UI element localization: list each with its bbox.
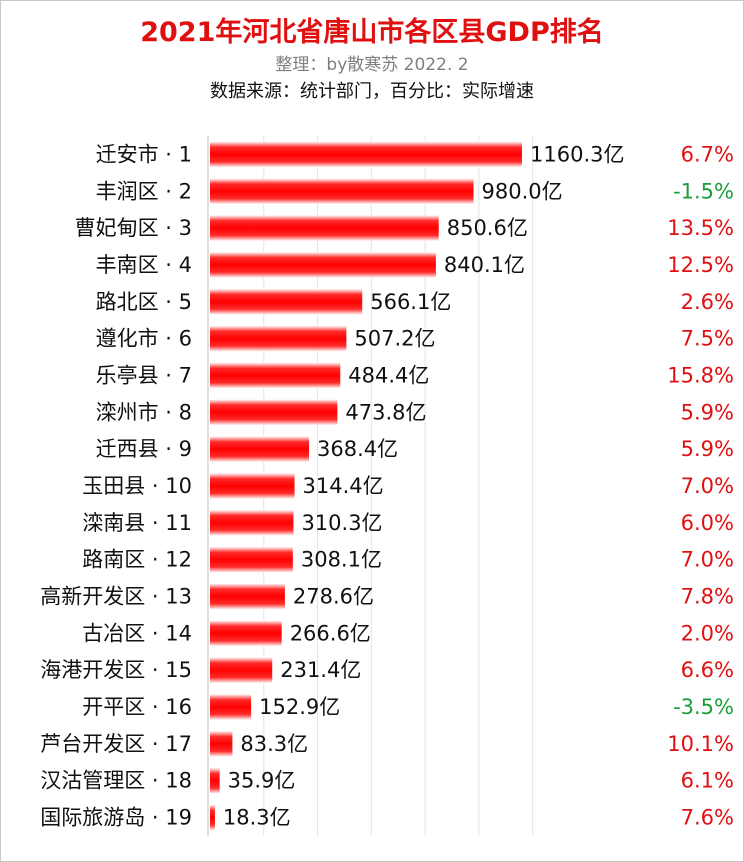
category-label: 乐亭县 · 7: [96, 363, 192, 387]
bar: [210, 767, 220, 794]
category-label: 玉田县 · 10: [82, 474, 192, 498]
growth-label: 7.5%: [681, 327, 734, 351]
value-label: 484.4亿: [348, 363, 429, 387]
growth-label: 6.1%: [681, 769, 734, 793]
bar: [210, 804, 215, 831]
growth-label: 5.9%: [681, 437, 734, 461]
bar: [210, 399, 338, 426]
category-label: 芦台开发区 · 17: [40, 732, 192, 756]
growth-label: 12.5%: [667, 253, 734, 277]
growth-label: 5.9%: [681, 400, 734, 424]
bar: [210, 694, 252, 721]
category-label: 高新开发区 · 13: [40, 585, 192, 609]
category-label: 曹妃甸区 · 3: [75, 216, 192, 240]
data-source-note: 数据来源：统计部门，百分比：实际增速: [210, 81, 534, 102]
bar: [210, 657, 273, 684]
bars: [210, 141, 522, 831]
category-label: 海港开发区 · 15: [40, 658, 192, 682]
growth-label: 2.6%: [681, 290, 734, 314]
value-label: 83.3亿: [240, 732, 308, 756]
growth-label: 10.1%: [667, 732, 734, 756]
category-label: 路南区 · 12: [82, 548, 192, 572]
value-label: 278.6亿: [293, 585, 374, 609]
bar: [210, 436, 310, 463]
growth-label: 7.0%: [681, 548, 734, 572]
growth-label: 7.6%: [681, 806, 734, 830]
value-label: 310.3亿: [301, 511, 382, 535]
labels: 迁安市 · 1 1160.3亿 6.7% 丰润区 · 2 980.0亿 -1.5% 曹妃甸区…: [40, 142, 734, 829]
bar: [210, 288, 363, 315]
category-label: 遵化市 · 6: [96, 327, 192, 351]
bar: [210, 325, 347, 352]
category-label: 汉沽管理区 · 18: [40, 769, 192, 793]
value-label: 368.4亿: [317, 437, 398, 461]
category-label: 丰润区 · 2: [96, 179, 192, 203]
value-label: 840.1亿: [444, 253, 525, 277]
bar: [210, 362, 341, 389]
chart-subtitle: 整理：by散寒苏 2022. 2: [275, 55, 469, 75]
growth-label: 2.0%: [681, 621, 734, 645]
bar: [210, 583, 285, 610]
value-label: 18.3亿: [223, 806, 291, 830]
category-label: 路北区 · 5: [96, 290, 192, 314]
growth-label: 15.8%: [667, 363, 734, 387]
value-label: 566.1亿: [370, 290, 451, 314]
category-label: 滦州市 · 8: [96, 400, 192, 424]
value-label: 231.4亿: [280, 658, 361, 682]
category-label: 国际旅游岛 · 19: [40, 806, 192, 830]
bar: [210, 215, 439, 242]
bar: [210, 251, 436, 278]
chart-title: 2021年河北省唐山市各区县GDP排名: [140, 17, 604, 48]
bar: [210, 473, 295, 499]
growth-label: 13.5%: [667, 216, 734, 240]
bar: [210, 141, 522, 168]
category-label: 滦南县 · 11: [82, 511, 192, 535]
bar: [210, 546, 293, 573]
growth-label: 6.0%: [681, 511, 734, 535]
value-label: 980.0亿: [482, 179, 563, 203]
growth-label: 6.7%: [681, 142, 734, 166]
value-label: 152.9亿: [259, 695, 340, 719]
growth-label: 7.0%: [681, 474, 734, 498]
value-label: 850.6亿: [447, 216, 528, 240]
category-label: 丰南区 · 4: [96, 253, 192, 277]
value-label: 507.2亿: [354, 327, 435, 351]
category-label: 古冶区 · 14: [82, 621, 192, 645]
bar: [210, 620, 282, 647]
value-label: 35.9亿: [228, 769, 296, 793]
value-label: 308.1亿: [301, 548, 382, 572]
bar: [210, 178, 474, 205]
category-label: 迁西县 · 9: [96, 437, 192, 461]
growth-label: 6.6%: [681, 658, 734, 682]
growth-label: -1.5%: [673, 179, 734, 203]
value-label: 314.4亿: [303, 474, 384, 498]
category-label: 迁安市 · 1: [96, 142, 192, 166]
value-label: 473.8亿: [345, 400, 426, 424]
value-label: 1160.3亿: [530, 142, 624, 166]
category-label: 开平区 · 16: [82, 695, 192, 719]
value-label: 266.6亿: [290, 621, 371, 645]
growth-label: -3.5%: [673, 695, 734, 719]
bar: [210, 730, 233, 757]
bar: [210, 509, 294, 536]
growth-label: 7.8%: [681, 585, 734, 609]
